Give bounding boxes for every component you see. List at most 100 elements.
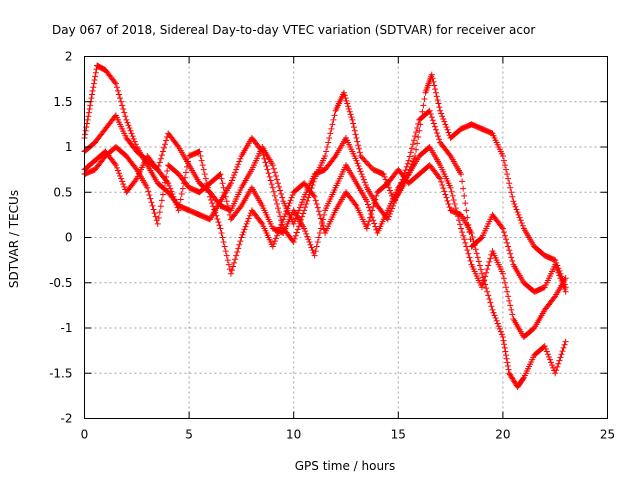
data-point — [242, 223, 249, 230]
data-point — [497, 328, 504, 335]
data-point — [167, 185, 174, 192]
data-point — [504, 359, 511, 366]
data-point — [370, 217, 377, 224]
data-point — [223, 198, 230, 205]
data-point — [327, 130, 334, 137]
data-point — [544, 351, 551, 358]
data-point — [491, 312, 498, 319]
data-point — [298, 201, 305, 208]
data-point — [556, 357, 563, 364]
data-point — [84, 120, 91, 127]
data-point — [340, 89, 347, 96]
data-point — [428, 71, 435, 78]
data-point — [117, 95, 124, 102]
data-point — [382, 176, 389, 183]
data-point — [228, 177, 235, 184]
data-point — [366, 162, 373, 169]
data-point — [420, 102, 427, 109]
data-point — [281, 213, 288, 220]
data-point — [315, 208, 322, 215]
data-point — [155, 215, 162, 222]
data-point — [324, 144, 331, 150]
data-point — [316, 229, 323, 236]
data-point — [300, 210, 307, 217]
data-point — [415, 134, 422, 141]
data-point — [268, 181, 275, 188]
data-point — [408, 145, 415, 152]
data-point — [218, 229, 225, 236]
data-point — [356, 149, 363, 156]
data-point — [360, 176, 367, 183]
data-point — [159, 148, 166, 155]
data-point — [428, 114, 435, 121]
data-point — [168, 188, 175, 195]
data-point — [462, 239, 469, 246]
data-point — [227, 180, 234, 187]
data-point — [473, 250, 480, 257]
data-point — [158, 197, 165, 204]
x-axis-label: GPS time / hours — [295, 459, 396, 473]
data-point — [311, 252, 318, 259]
data-point — [429, 75, 436, 82]
data-point — [436, 136, 443, 143]
data-point — [365, 161, 372, 168]
data-point — [236, 158, 243, 165]
data-point — [198, 157, 205, 164]
data-point — [561, 341, 568, 348]
data-point — [235, 161, 242, 168]
data-point — [355, 145, 362, 152]
y-axis-label: SDTVAR / TECUs — [7, 190, 21, 288]
data-point — [119, 102, 126, 109]
data-point — [518, 220, 525, 227]
data-point — [482, 281, 489, 288]
data-point — [380, 171, 387, 178]
data-point — [506, 247, 513, 254]
data-point — [440, 185, 447, 192]
data-point — [499, 225, 506, 232]
data-point — [381, 173, 388, 180]
data-point — [220, 184, 227, 191]
data-point — [92, 73, 99, 80]
data-point — [437, 175, 444, 182]
data-point — [560, 344, 567, 351]
data-point — [386, 210, 393, 217]
data-point — [127, 127, 134, 134]
data-point — [319, 222, 326, 229]
data-point — [112, 80, 119, 87]
data-point — [501, 341, 508, 348]
data-point — [468, 229, 475, 236]
data-point — [555, 269, 562, 276]
data-point — [429, 117, 436, 124]
data-point — [505, 243, 512, 250]
data-point — [503, 236, 510, 243]
data-point — [201, 171, 208, 178]
data-point — [150, 206, 157, 213]
data-point — [549, 362, 556, 369]
data-point — [305, 236, 312, 243]
data-point — [352, 201, 359, 208]
data-point — [299, 213, 306, 220]
data-point — [172, 199, 179, 206]
data-point — [310, 192, 317, 199]
data-point — [430, 120, 437, 127]
data-point — [363, 225, 370, 232]
data-point — [245, 215, 252, 222]
data-point — [160, 144, 167, 151]
data-point — [359, 173, 366, 180]
data-point — [208, 196, 215, 203]
x-tick-label: 20 — [495, 428, 510, 442]
data-point — [460, 185, 467, 192]
data-point — [511, 201, 518, 208]
data-point — [369, 207, 376, 214]
data-point — [478, 270, 485, 277]
data-point — [237, 155, 244, 162]
data-point — [290, 239, 297, 246]
data-point — [402, 167, 409, 174]
data-point — [446, 204, 453, 211]
data-point — [90, 80, 97, 87]
data-point — [436, 104, 443, 111]
data-point — [151, 210, 158, 217]
data-point — [152, 213, 159, 220]
data-point — [178, 191, 185, 198]
